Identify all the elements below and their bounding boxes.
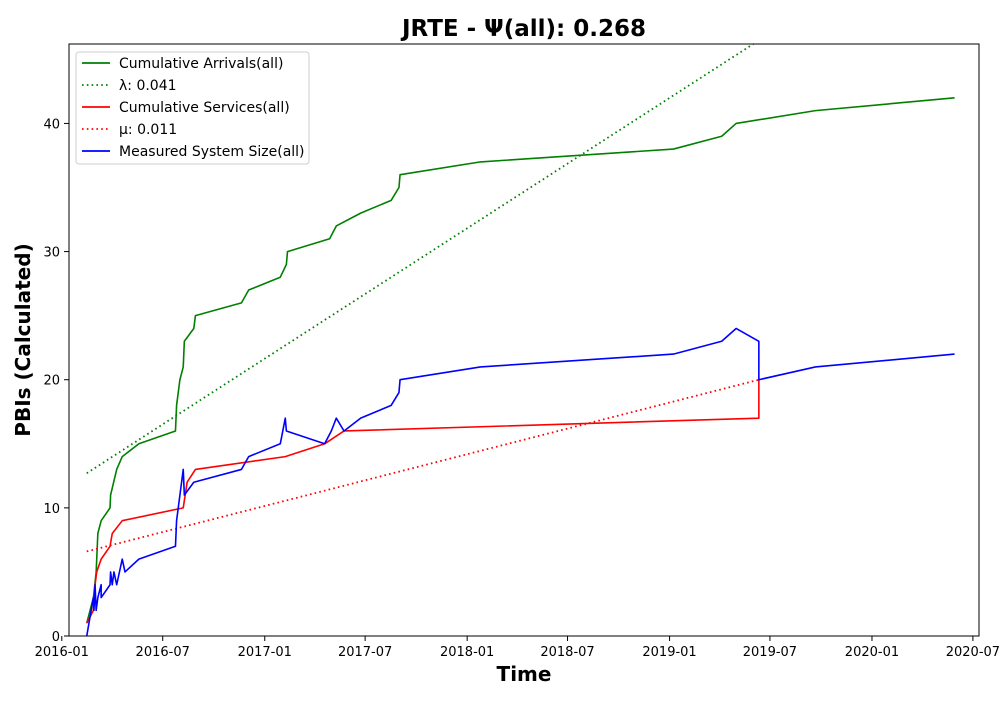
legend-label-cumulative-services-all: Cumulative Services(all) [119,100,290,116]
x-tick-label: 2020-01 [845,645,899,660]
y-tick-label: 40 [43,117,60,132]
x-axis-ticks: 2016-01 2016-07 2017-01 2017-07 2018-01 2018-… [35,636,1000,660]
x-tick-label: 2018-01 [440,645,494,660]
series-line-5 [85,327,955,636]
legend: Cumulative Arrivals(all) λ: 0.041 Cumulati… [75,51,310,165]
y-axis-label: PBIs (Calculated) [11,243,35,436]
legend-label-measured-system-size-all: Measured System Size(all) [119,144,305,160]
y-tick-label: 0 [52,630,60,645]
x-tick-label: 2019-07 [743,645,797,660]
chart-title: JRTE - Ψ(all): 0.268 [400,16,646,42]
series-layer [85,44,955,636]
x-tick-label: 2016-07 [136,645,190,660]
legend-label-cumulative-arrivals-all: Cumulative Arrivals(all) [119,56,283,72]
series-line-4 [86,378,760,553]
y-tick-label: 30 [43,246,60,261]
x-tick-label: 2017-01 [238,645,292,660]
series-line-1 [85,97,955,624]
x-tick-label: 2020-07 [946,645,1000,660]
legend-frame [75,51,310,165]
series-line-3 [86,379,760,624]
x-axis-label: Time [497,662,552,686]
plot-frame [68,43,980,637]
legend-items: Cumulative Arrivals(all) λ: 0.041 Cumulati… [82,56,305,160]
y-axis-ticks: 0 10 20 30 40 [43,117,69,645]
x-tick-label: 2018-07 [540,645,594,660]
x-tick-label: 2017-07 [338,645,392,660]
y-tick-label: 10 [43,502,60,517]
x-tick-label: 2019-01 [642,645,696,660]
x-tick-label: 2016-01 [35,645,89,660]
legend-label-0-011: μ: 0.011 [119,122,177,138]
y-tick-label: 20 [43,374,60,389]
legend-label-0-041: λ: 0.041 [119,78,177,94]
